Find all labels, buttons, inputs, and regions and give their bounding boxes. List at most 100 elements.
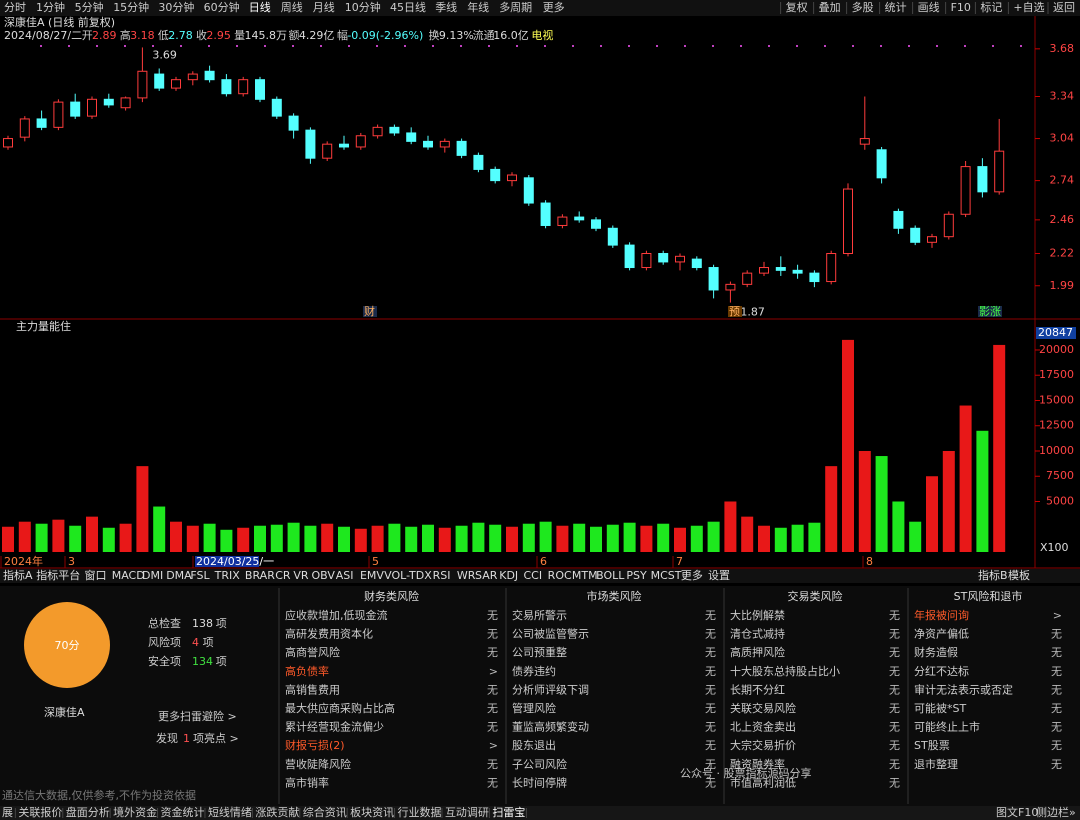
risk-item[interactable]: 公司预重整 <box>512 645 567 659</box>
indicator-tab[interactable]: DMI <box>142 569 163 582</box>
bottom-tab[interactable]: 板块资讯 <box>350 805 394 819</box>
toolbar-action[interactable]: 标记 <box>980 0 1002 14</box>
toolbar-action[interactable]: 画线 <box>918 0 940 14</box>
risk-item[interactable]: 高质押风险 <box>730 645 785 659</box>
indicator-tab[interactable]: 指标B <box>978 568 1008 582</box>
risk-status[interactable]: 无 <box>889 646 900 659</box>
indicator-tab[interactable]: BOLL <box>596 569 625 582</box>
risk-status[interactable]: 无 <box>487 609 498 622</box>
risk-item[interactable]: 净资产偏低 <box>914 627 969 641</box>
indicator-tab[interactable]: SAR <box>475 569 498 582</box>
risk-item[interactable]: 融资融券率 <box>730 757 785 771</box>
period-tab[interactable]: 5分钟 <box>75 0 104 14</box>
toolbar-action[interactable]: 返回 <box>1053 1 1075 14</box>
risk-status[interactable]: 无 <box>705 628 716 641</box>
risk-item[interactable]: 交易所警示 <box>512 608 567 622</box>
risk-status[interactable]: 无 <box>487 776 498 789</box>
indicator-tab[interactable]: MCST <box>651 569 682 582</box>
indicator-tab[interactable]: 指标A <box>3 568 33 582</box>
bottom-tab[interactable]: 展 <box>2 806 13 819</box>
risk-item[interactable]: 股东退出 <box>512 738 556 752</box>
indicator-tab[interactable]: KDJ <box>499 569 518 582</box>
indicator-tab[interactable]: 模板 <box>1008 568 1030 582</box>
risk-item[interactable]: 董监高频繁变动 <box>512 720 589 734</box>
indicator-tab[interactable]: 指标平台 <box>36 568 80 582</box>
risk-item[interactable]: 高销售费用 <box>285 682 340 696</box>
risk-status[interactable]: 无 <box>487 646 498 659</box>
risk-status[interactable]: 无 <box>1051 628 1062 641</box>
risk-status[interactable]: 无 <box>1051 665 1062 678</box>
period-tab[interactable]: 10分钟 <box>345 0 381 14</box>
highlight-link[interactable]: 项亮点 > <box>193 731 239 745</box>
risk-item[interactable]: 分析师评级下调 <box>512 682 589 696</box>
risk-status[interactable]: 无 <box>705 683 716 696</box>
event-marker[interactable]: 影涨 <box>979 305 1001 318</box>
period-tab[interactable]: 多周期 <box>499 0 532 14</box>
risk-status[interactable]: 无 <box>889 758 900 771</box>
bottom-tab[interactable]: 盘面分析 <box>66 805 110 819</box>
risk-item[interactable]: 管理风险 <box>512 701 556 715</box>
bottom-tab[interactable]: 行业数据 <box>398 805 442 819</box>
risk-item[interactable]: 高负债率 <box>285 664 329 678</box>
risk-status[interactable]: 无 <box>889 702 900 715</box>
bottom-tab[interactable]: 涨跌贡献 <box>255 805 299 819</box>
period-tab[interactable]: 1分钟 <box>36 0 65 14</box>
indicator-tab[interactable]: ROC <box>548 569 572 582</box>
toolbar-action[interactable]: +自选 <box>1013 1 1044 14</box>
highlight-count[interactable]: 1 <box>183 732 190 745</box>
risk-status[interactable]: 无 <box>705 776 716 789</box>
indicator-tab[interactable]: BRAR <box>245 569 275 582</box>
highlight-link[interactable]: 发现 <box>156 731 178 745</box>
risk-item[interactable]: 可能被*ST <box>914 701 966 715</box>
risk-status[interactable]: 无 <box>1051 721 1062 734</box>
risk-status[interactable]: 无 <box>889 628 900 641</box>
period-tab[interactable]: 30分钟 <box>158 0 194 14</box>
risk-item[interactable]: 子公司风险 <box>512 757 567 771</box>
risk-item[interactable]: 财报亏损(2) <box>285 738 345 752</box>
toolbar-action[interactable]: F10 <box>951 1 971 14</box>
risk-status[interactable]: 无 <box>1051 683 1062 696</box>
indicator-tab[interactable]: 设置 <box>708 569 730 582</box>
indicator-tab[interactable]: CCI <box>523 569 542 582</box>
indicator-tab[interactable]: RSI <box>433 569 451 582</box>
indicator-tab[interactable]: ASI <box>336 569 354 582</box>
indicator-tab[interactable]: TRIX <box>214 569 241 582</box>
risk-status[interactable]: > <box>489 665 498 678</box>
indicator-tab[interactable]: 更多 <box>681 568 703 582</box>
event-marker[interactable]: 财 <box>364 304 375 318</box>
bottom-tab[interactable]: 关联报价 <box>18 805 62 819</box>
risk-status[interactable]: 无 <box>705 702 716 715</box>
risk-item[interactable]: 市值高利润低 <box>730 775 796 789</box>
risk-status[interactable]: > <box>1053 609 1062 622</box>
risk-status[interactable]: 无 <box>487 628 498 641</box>
bottom-tab[interactable]: 图文F10 <box>996 805 1038 819</box>
risk-item[interactable]: 北上资金卖出 <box>730 720 796 734</box>
risk-item[interactable]: 分红不达标 <box>914 664 969 678</box>
risk-status[interactable]: 无 <box>889 683 900 696</box>
bottom-tab[interactable]: 境外资金 <box>113 805 157 819</box>
risk-item[interactable]: 审计无法表示或否定 <box>914 682 1013 696</box>
indicator-tab[interactable]: FSL <box>190 569 210 582</box>
risk-item[interactable]: ST股票 <box>914 739 950 752</box>
bottom-tab[interactable]: 资金统计 <box>161 805 205 819</box>
risk-item[interactable]: 财务造假 <box>914 645 958 659</box>
period-tab[interactable]: 60分钟 <box>204 0 240 14</box>
risk-item[interactable]: 大宗交易折价 <box>730 738 796 752</box>
risk-status[interactable]: 无 <box>487 758 498 771</box>
indicator-tab[interactable]: WR <box>457 569 476 582</box>
risk-item[interactable]: 累计经营现金流偏少 <box>285 720 384 734</box>
bottom-tab[interactable]: 侧边栏» <box>1036 805 1076 819</box>
risk-status[interactable]: 无 <box>889 776 900 789</box>
period-tab[interactable]: 日线 <box>249 0 271 14</box>
bottom-tab[interactable]: 扫雷宝 <box>492 805 525 819</box>
period-tab[interactable]: 月线 <box>313 0 335 14</box>
risk-item[interactable]: 应收款增加,低现金流 <box>285 608 388 622</box>
period-tab[interactable]: 15分钟 <box>113 0 149 14</box>
period-tab[interactable]: 年线 <box>467 0 489 14</box>
indicator-tab[interactable]: PSY <box>626 569 647 582</box>
bottom-tab[interactable]: 互动调研 <box>445 806 489 819</box>
risk-item[interactable]: 大比例解禁 <box>730 608 785 622</box>
risk-item[interactable]: 公司被监管警示 <box>512 627 589 641</box>
risk-status[interactable]: 无 <box>487 702 498 715</box>
risk-item[interactable]: 最大供应商采购占比高 <box>285 701 395 715</box>
